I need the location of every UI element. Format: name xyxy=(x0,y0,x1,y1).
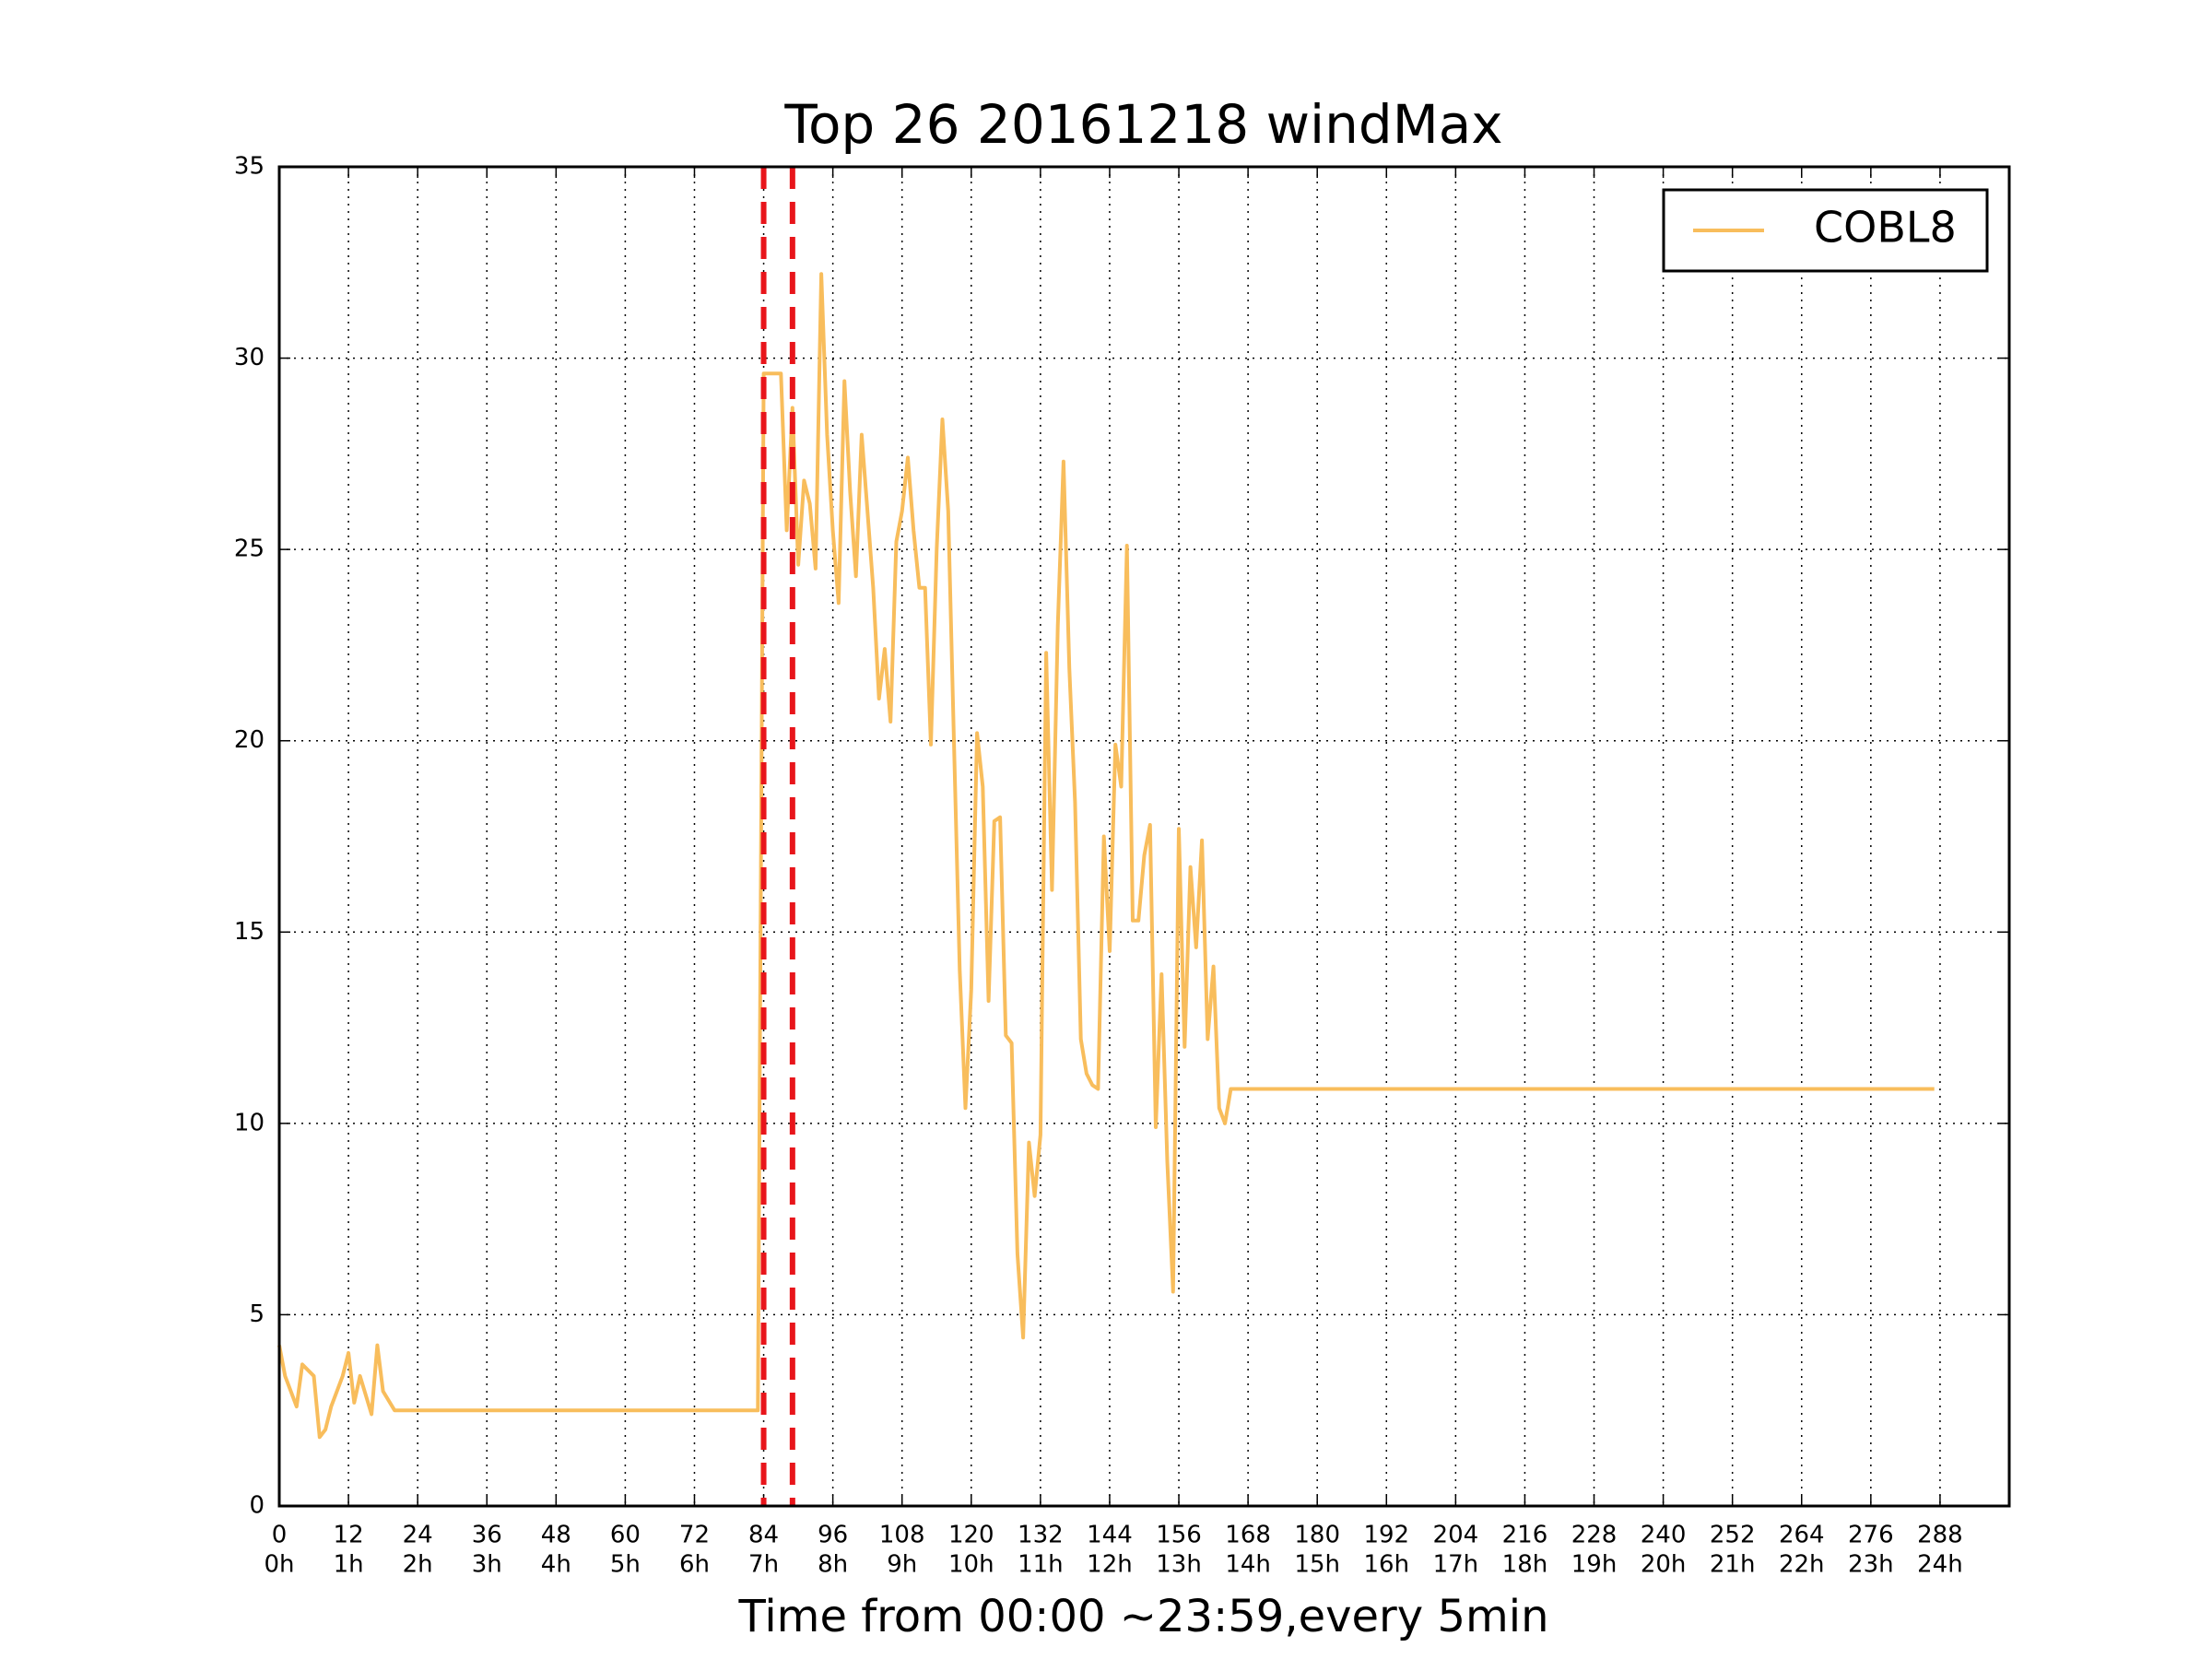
x-tick-label: 252 xyxy=(1710,1522,1756,1549)
x-tick-label: 240 xyxy=(1641,1522,1687,1549)
x-tick-sublabel: 20h xyxy=(1641,1551,1687,1579)
data-line xyxy=(277,272,1935,1440)
x-tick-label: 168 xyxy=(1225,1522,1271,1549)
x-axis-label: Time from 00:00 ~23:59,every 5min xyxy=(738,1591,1549,1642)
x-tick-label: 24 xyxy=(403,1522,433,1549)
x-tick-label: 192 xyxy=(1363,1522,1409,1549)
x-tick-label: 144 xyxy=(1087,1522,1133,1549)
x-tick-sublabel: 15h xyxy=(1294,1551,1340,1579)
x-tick-label: 12 xyxy=(334,1522,364,1549)
x-tick-label: 180 xyxy=(1294,1522,1340,1549)
x-tick-sublabel: 6h xyxy=(679,1551,710,1579)
x-tick-sublabel: 4h xyxy=(541,1551,571,1579)
x-tick-label: 204 xyxy=(1433,1522,1479,1549)
y-tick-label: 15 xyxy=(234,918,265,946)
x-tick-sublabel: 16h xyxy=(1363,1551,1409,1579)
x-tick-sublabel: 11h xyxy=(1018,1551,1064,1579)
x-tick-label: 84 xyxy=(748,1522,779,1549)
x-tick-label: 132 xyxy=(1018,1522,1064,1549)
y-tick-label: 35 xyxy=(234,153,265,181)
x-tick-sublabel: 1h xyxy=(334,1551,364,1579)
x-tick-label: 48 xyxy=(541,1522,571,1549)
x-tick-sublabel: 2h xyxy=(403,1551,433,1579)
x-tick-sublabel: 5h xyxy=(610,1551,641,1579)
x-tick-sublabel: 10h xyxy=(948,1551,994,1579)
x-tick-label: 264 xyxy=(1779,1522,1825,1549)
plot-frame xyxy=(277,165,2011,1508)
x-tick-label: 216 xyxy=(1502,1522,1548,1549)
y-tick-label: 20 xyxy=(234,726,265,754)
x-tick-label: 108 xyxy=(879,1522,925,1549)
x-tick-sublabel: 13h xyxy=(1156,1551,1202,1579)
x-tick-sublabel: 12h xyxy=(1087,1551,1133,1579)
x-tick-sublabel: 24h xyxy=(1917,1551,1963,1579)
y-tick-label: 10 xyxy=(234,1109,265,1136)
x-tick-label: 36 xyxy=(472,1522,502,1549)
x-tick-sublabel: 14h xyxy=(1225,1551,1271,1579)
legend-label: COBL8 xyxy=(1814,203,1957,253)
x-tick-sublabel: 18h xyxy=(1502,1551,1548,1579)
x-tick-sublabel: 0h xyxy=(264,1551,294,1579)
x-tick-sublabel: 22h xyxy=(1779,1551,1825,1579)
x-tick-sublabel: 9h xyxy=(887,1551,917,1579)
x-tick-label: 120 xyxy=(948,1522,994,1549)
x-tick-sublabel: 3h xyxy=(472,1551,502,1579)
x-tick-sublabel: 23h xyxy=(1848,1551,1894,1579)
x-tick-sublabel: 17h xyxy=(1433,1551,1479,1579)
x-tick-label: 156 xyxy=(1156,1522,1202,1549)
x-tick-sublabel: 7h xyxy=(748,1551,779,1579)
x-tick-label: 0 xyxy=(272,1522,288,1549)
x-tick-label: 228 xyxy=(1571,1522,1618,1549)
x-tick-sublabel: 8h xyxy=(818,1551,848,1579)
chart-title: Top 26 20161218 windMax xyxy=(783,93,1502,156)
x-tick-sublabel: 21h xyxy=(1710,1551,1756,1579)
y-tick-label: 25 xyxy=(234,535,265,563)
x-tick-label: 96 xyxy=(818,1522,848,1549)
y-tick-label: 5 xyxy=(249,1300,265,1328)
x-tick-sublabel: 19h xyxy=(1571,1551,1618,1579)
x-tick-label: 60 xyxy=(610,1522,641,1549)
x-tick-label: 72 xyxy=(679,1522,710,1549)
x-tick-label: 276 xyxy=(1848,1522,1894,1549)
x-tick-label: 288 xyxy=(1917,1522,1963,1549)
y-tick-label: 0 xyxy=(249,1492,265,1520)
y-tick-label: 30 xyxy=(234,344,265,371)
